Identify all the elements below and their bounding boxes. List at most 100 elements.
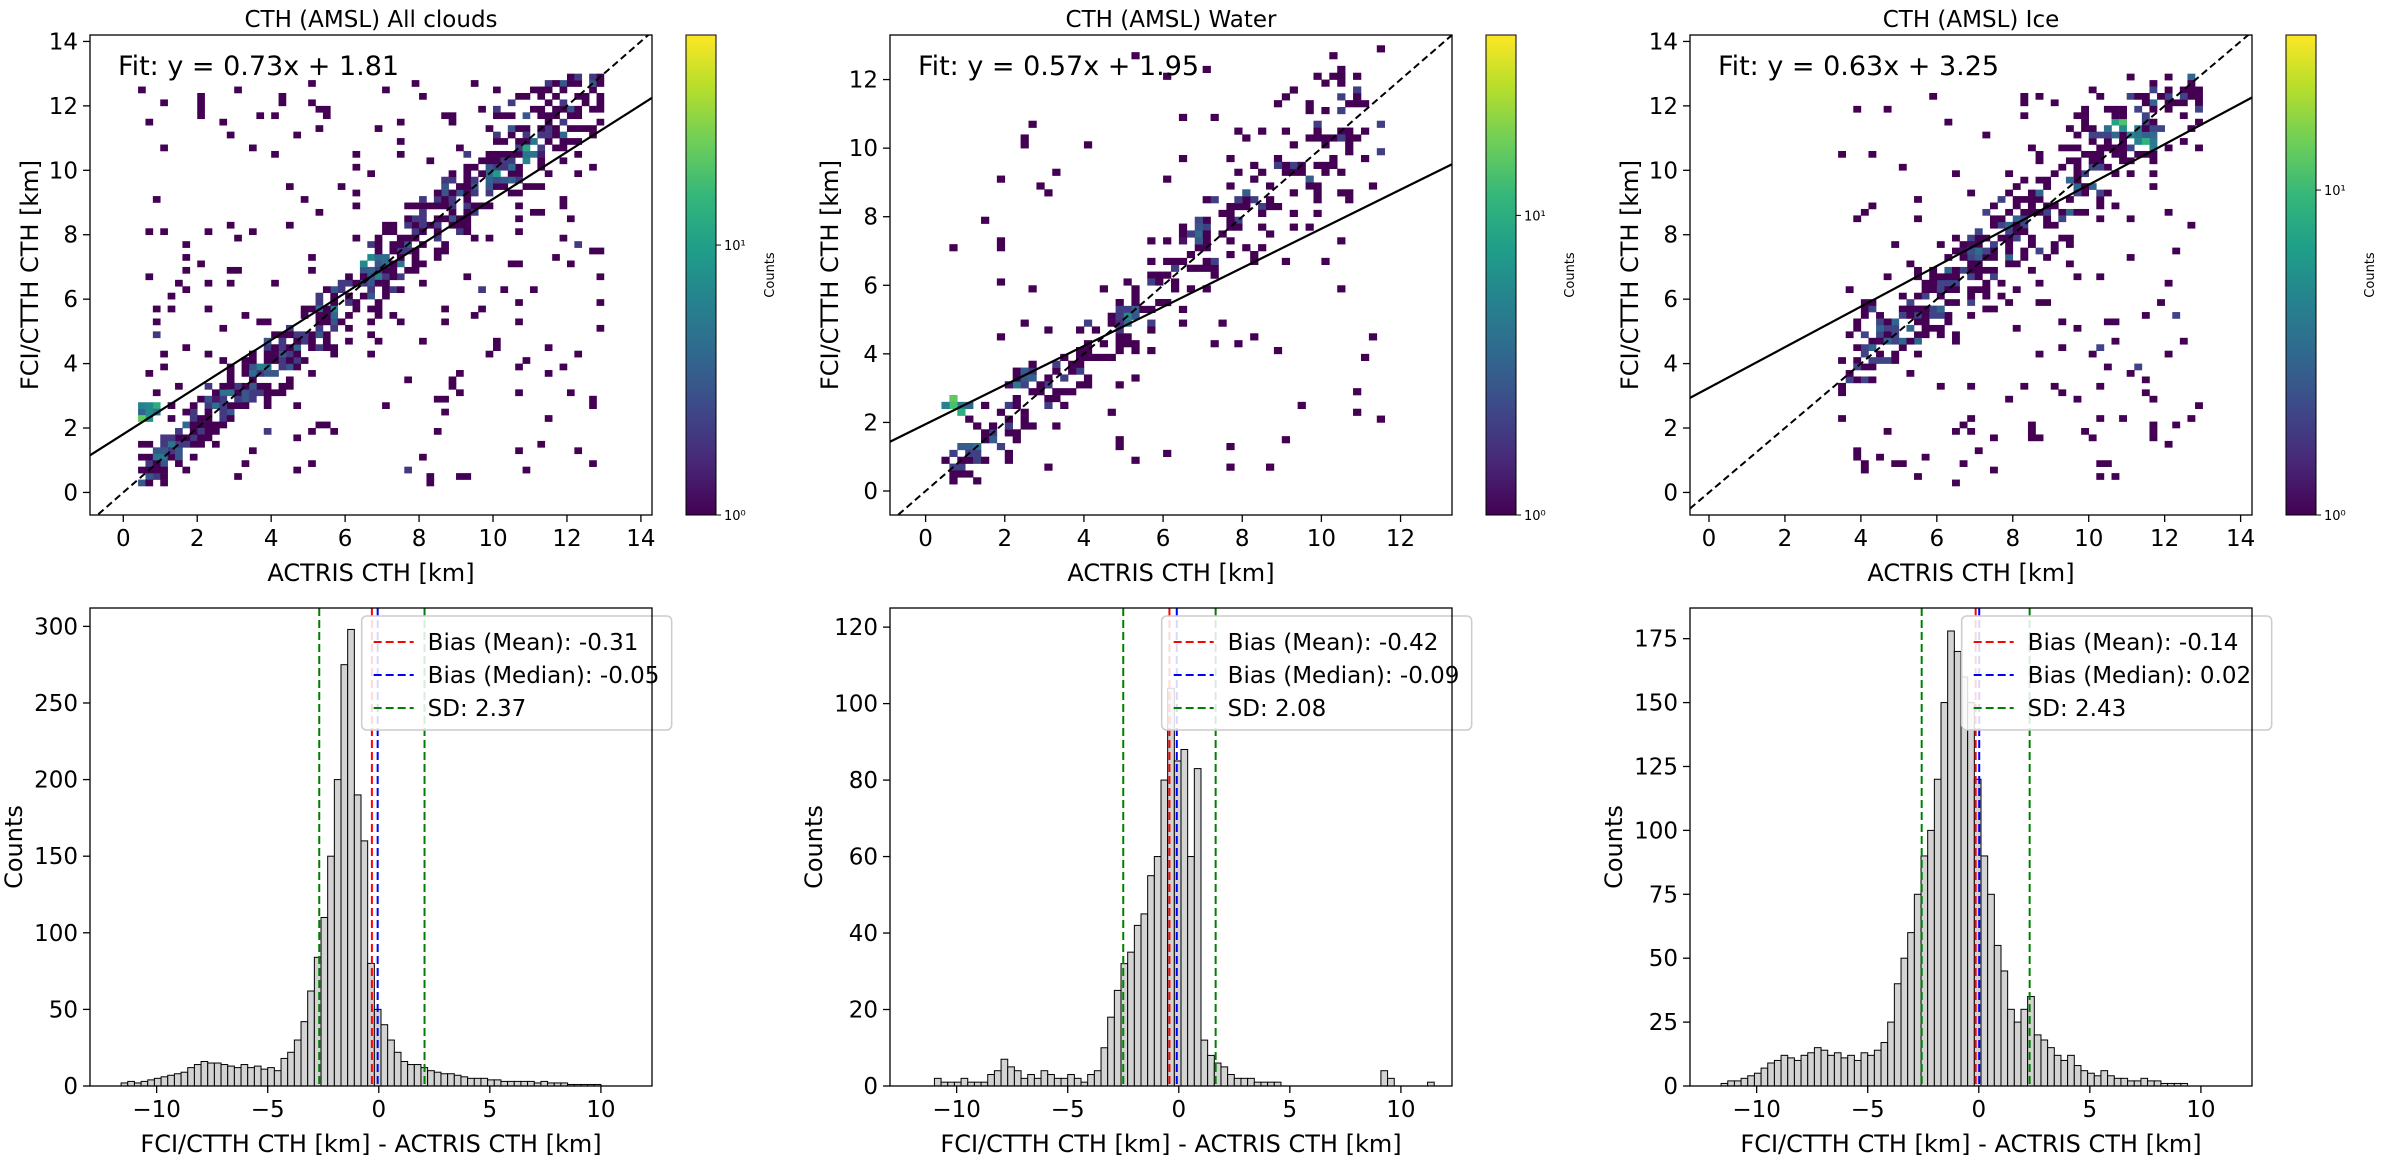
- x-tick-label: 10: [1386, 1097, 1415, 1123]
- histogram-bar: [1980, 855, 1989, 1086]
- density-bin: [1898, 292, 1907, 300]
- x-tick-label: −10: [932, 1097, 981, 1123]
- density-bin: [559, 363, 568, 371]
- density-bin: [411, 266, 420, 274]
- density-bin: [2103, 105, 2112, 113]
- density-bin: [1178, 257, 1188, 266]
- density-bin: [544, 170, 553, 178]
- density-bin: [241, 357, 250, 364]
- histogram-bar: [2153, 1080, 2162, 1086]
- density-bin: [2164, 92, 2173, 100]
- density-bin: [522, 125, 531, 132]
- density-bin: [515, 125, 523, 132]
- density-bin: [441, 202, 449, 210]
- density-bin: [2050, 382, 2059, 390]
- density-bin: [300, 196, 309, 203]
- density-bin: [1044, 189, 1053, 197]
- plot-area: [90, 35, 652, 515]
- density-bin: [1883, 331, 1892, 339]
- density-bin: [138, 466, 146, 474]
- density-bin: [433, 395, 442, 403]
- density-bin: [2065, 125, 2074, 132]
- y-tick-label: 12: [849, 68, 878, 94]
- legend-label: Bias (Median): -0.05: [428, 663, 660, 689]
- density-bin: [500, 138, 509, 145]
- density-bin: [352, 279, 361, 287]
- density-bin: [204, 395, 213, 403]
- y-tick-label: 0: [863, 479, 878, 505]
- density-bin: [160, 453, 168, 461]
- density-bin: [1107, 353, 1116, 362]
- density-bin: [949, 449, 958, 458]
- density-bin: [2012, 196, 2021, 203]
- density-bin: [1123, 333, 1132, 341]
- density-bin: [219, 324, 228, 332]
- density-bin: [2096, 92, 2105, 100]
- density-bin: [1076, 381, 1085, 389]
- density-bin: [2035, 189, 2044, 197]
- density-bin: [1952, 170, 1960, 178]
- density-bin: [1052, 360, 1061, 368]
- density-bin: [367, 305, 375, 313]
- histogram-bar: [2100, 1070, 2109, 1086]
- density-bin: [2065, 196, 2074, 203]
- density-bin: [2119, 105, 2127, 113]
- density-bin: [404, 247, 412, 255]
- density-bin: [1083, 347, 1093, 355]
- density-bin: [448, 215, 457, 223]
- density-bin: [433, 428, 442, 435]
- density-bin: [1974, 286, 1983, 294]
- density-bin: [1974, 266, 1983, 274]
- density-bin: [308, 80, 316, 87]
- density-bin: [2149, 395, 2158, 403]
- density-bin: [2195, 92, 2203, 100]
- density-bin: [285, 221, 294, 229]
- density-bin: [1337, 93, 1346, 101]
- histogram-bar: [1007, 1066, 1015, 1086]
- density-bin: [2187, 125, 2196, 132]
- density-bin: [1028, 388, 1037, 396]
- density-bin: [485, 176, 494, 184]
- density-bin: [574, 105, 583, 113]
- density-bin: [300, 357, 309, 364]
- density-bin: [2149, 118, 2158, 126]
- density-bin: [345, 299, 353, 306]
- density-bin: [241, 389, 250, 397]
- density-bin: [204, 228, 213, 236]
- density-bin: [1868, 299, 1877, 306]
- density-bin: [1250, 175, 1259, 183]
- density-bin: [1898, 305, 1907, 313]
- density-bin: [1376, 148, 1386, 156]
- x-axis-label: FCI/CTTH CTH [km] - ACTRIS CTH [km]: [140, 1130, 601, 1157]
- density-bin: [1242, 196, 1251, 204]
- density-bin: [1052, 395, 1061, 403]
- histogram-bar: [2033, 1034, 2042, 1086]
- density-bin: [167, 415, 176, 422]
- density-bin: [973, 422, 982, 430]
- density-bin: [2111, 473, 2120, 480]
- legend-label: Bias (Mean): -0.42: [1228, 630, 1439, 656]
- density-bin: [559, 144, 568, 152]
- y-tick-label: 12: [1649, 94, 1678, 120]
- density-bin: [957, 408, 966, 416]
- density-bin: [248, 363, 257, 371]
- density-bin: [2187, 86, 2196, 94]
- density-bin: [2134, 138, 2143, 145]
- x-tick-label: 5: [483, 1097, 498, 1123]
- axes-title: CTH (AMSL) All clouds: [244, 7, 497, 33]
- density-bin: [559, 80, 568, 87]
- density-bin: [574, 447, 583, 455]
- density-bin: [2027, 241, 2036, 248]
- density-bin: [2050, 221, 2059, 229]
- density-bin: [1210, 271, 1219, 279]
- density-bin: [367, 331, 375, 339]
- density-bin: [2103, 363, 2112, 371]
- density-bin: [330, 324, 339, 332]
- density-bin: [1218, 230, 1227, 238]
- density-bin: [374, 305, 383, 313]
- density-bin: [2096, 415, 2105, 422]
- histogram-bar: [1180, 748, 1189, 1086]
- density-bin: [1099, 340, 1108, 348]
- density-bin: [404, 234, 412, 242]
- density-bin: [359, 292, 368, 300]
